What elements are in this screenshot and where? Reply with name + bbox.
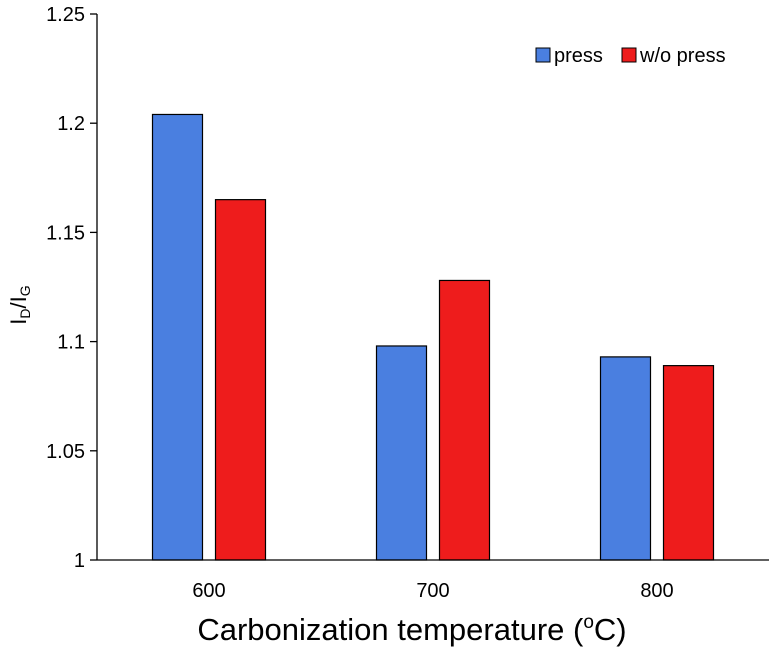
x-axis-ticks: 600 700 800 [192,580,673,602]
bar-w-o-press-600 [214,199,267,561]
x-tick-label: 600 [192,580,225,602]
y-tick-label: 1 [74,550,85,572]
x-tick-label: 800 [640,580,673,602]
legend-swatch [621,47,637,63]
legend-label: w/o press [639,45,726,67]
legend-label: press [554,45,603,67]
y-tick-label: 1.25 [46,4,85,26]
bar-w-o-press-700 [438,279,491,561]
y-tick-label: 1.1 [57,332,85,354]
y-tick-label: 1.05 [46,441,85,463]
x-axis-title: Carbonization temperature (oC) [197,612,626,647]
x-tick-label: 700 [416,580,449,602]
bar-press-800 [599,356,652,561]
y-axis-ticks: 1 1.05 1.1 1.15 1.2 1.25 [46,4,97,572]
legend-swatch [535,47,551,63]
legend: press w/o press [535,45,726,67]
bar-w-o-press-800 [662,365,715,561]
y-axis-title: ID/IG [6,285,33,324]
bars [151,113,715,561]
y-tick-label: 1.2 [57,113,85,135]
y-tick-label: 1.15 [46,222,85,244]
bar-press-700 [375,345,428,561]
bar-press-600 [151,113,204,561]
